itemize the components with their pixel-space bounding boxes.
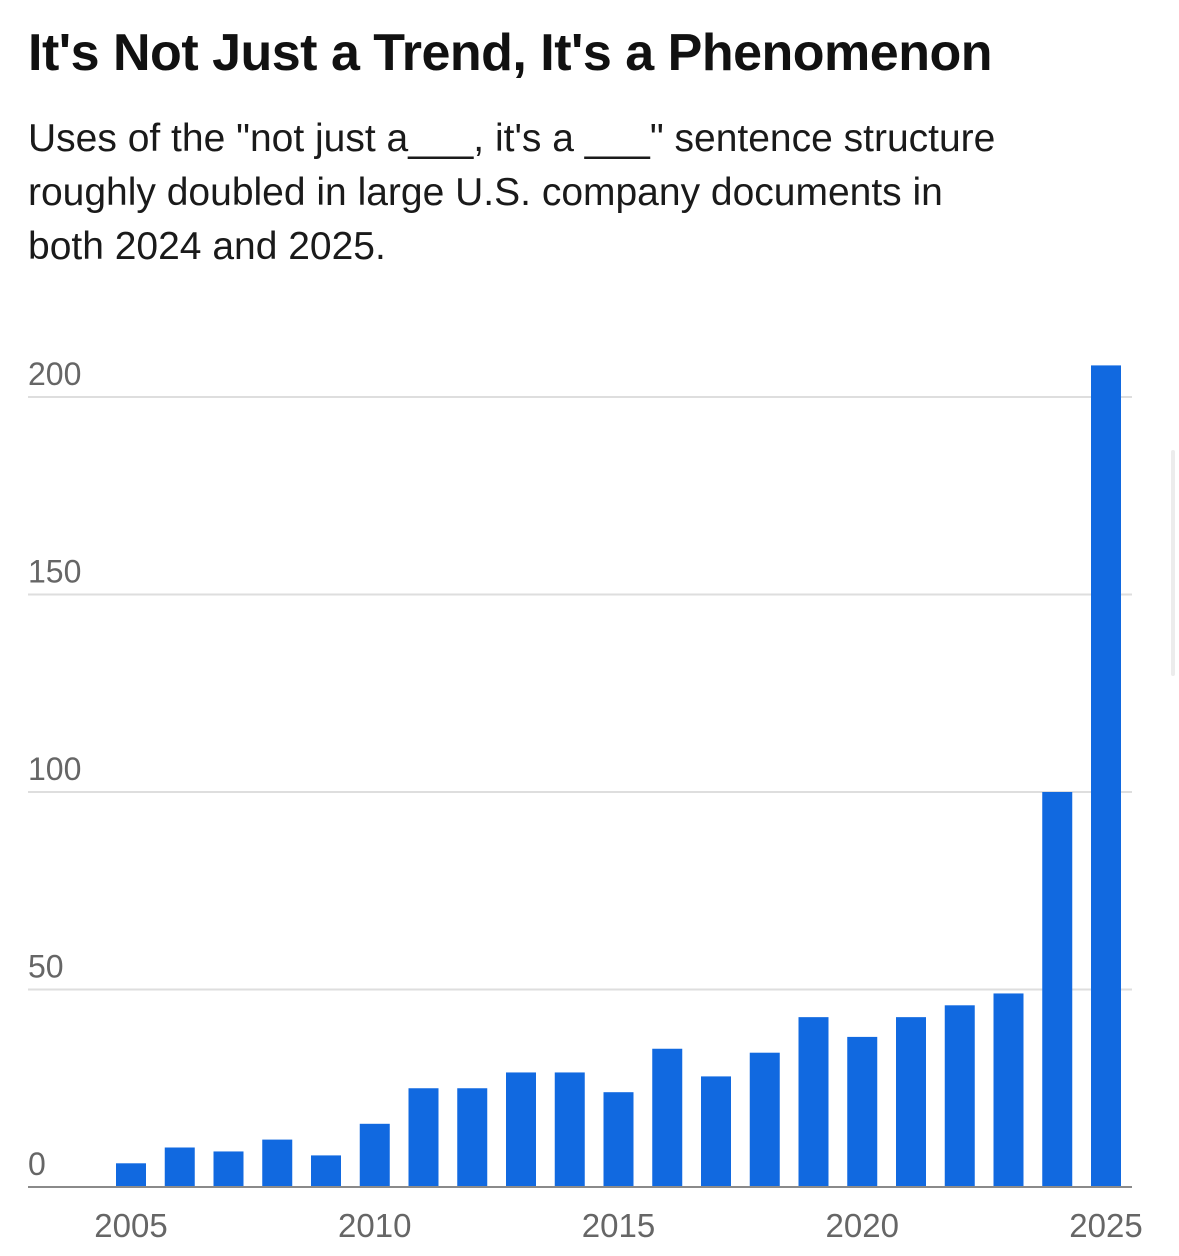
bar-2024 [1042, 792, 1073, 1187]
x-tick-label: 2015 [582, 1207, 655, 1244]
bar-2015 [603, 1092, 634, 1187]
bar-2012 [457, 1088, 488, 1187]
scrollbar[interactable] [1171, 450, 1175, 676]
bar-2017 [701, 1076, 731, 1187]
x-axis-tick-labels: 2005 2010 2015 2020 2025 [94, 1207, 1142, 1244]
bar-2018 [749, 1052, 780, 1187]
bar-2008 [262, 1139, 293, 1187]
x-tick-label: 2010 [338, 1207, 411, 1244]
bar-2005 [116, 1163, 146, 1187]
chart-subtitle: Uses of the "not just a___, it's a ___" … [28, 117, 996, 268]
bars [116, 365, 1121, 1187]
y-tick-label: 50 [28, 949, 64, 985]
x-tick-label: 2005 [94, 1207, 167, 1244]
bar-2016 [652, 1048, 683, 1187]
bar-2020 [847, 1036, 878, 1187]
bar-2011 [408, 1088, 439, 1187]
x-tick-label: 2020 [826, 1207, 899, 1244]
x-tick-label: 2025 [1069, 1207, 1142, 1244]
bar-2010 [359, 1123, 390, 1187]
bar-2019 [798, 1017, 829, 1187]
y-tick-label: 200 [28, 356, 81, 392]
bar-2013 [506, 1072, 536, 1187]
bar-2021 [896, 1017, 926, 1187]
gridlines [28, 396, 1132, 991]
bar-chart: 0 50 100 150 200 2005 2010 2015 2020 2025 [28, 356, 1143, 1244]
y-axis-tick-labels: 0 50 100 150 200 [28, 356, 81, 1182]
bar-2025 [1091, 365, 1121, 1187]
y-tick-label: 150 [28, 554, 81, 590]
bar-2009 [311, 1155, 341, 1187]
bar-2007 [213, 1151, 244, 1187]
y-tick-label: 0 [28, 1146, 46, 1182]
bar-2023 [993, 993, 1024, 1187]
bar-2022 [944, 1005, 975, 1187]
bar-2014 [554, 1072, 585, 1187]
y-tick-label: 100 [28, 751, 81, 787]
bar-2006 [164, 1147, 195, 1187]
chart-title: It's Not Just a Trend, It's a Phenomenon [28, 24, 993, 82]
